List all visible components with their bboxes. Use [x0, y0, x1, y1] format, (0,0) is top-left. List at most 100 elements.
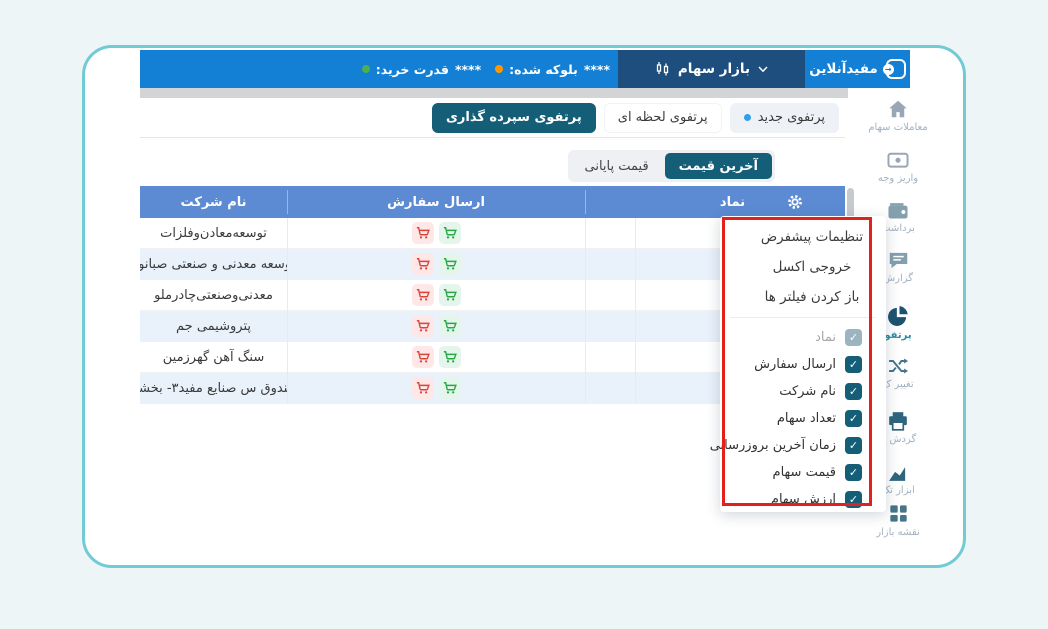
toggle-label: تعداد سهام — [776, 411, 836, 426]
tab-realtime-portfolio[interactable]: پرتفوی لحظه ای — [603, 102, 722, 133]
sidebar-item-deposit[interactable]: واریز وجه — [848, 151, 948, 184]
company-name-cell: صندوق س صنایع مفید۳- بخشی — [140, 380, 287, 396]
sidebar-item-reports[interactable]: گزارش — [848, 251, 948, 284]
tab-label: پرتفوی سپرده گذاری — [445, 110, 582, 125]
column-divider — [635, 218, 636, 404]
default-settings-menu-item[interactable]: تنظیمات پیشفرض — [760, 229, 864, 245]
buying-power-label: قدرت خرید: — [375, 61, 449, 77]
blocked-amount-label: بلوکه شده: — [509, 61, 578, 77]
toggle-label: ارسال سفارش — [754, 357, 836, 372]
sidebar-item-market-map[interactable]: نقشه بازار — [848, 503, 948, 538]
green-status-dot — [361, 65, 370, 73]
open-filters-menu-item[interactable]: باز کردن فیلتر ها — [764, 289, 860, 305]
sidebar-item-change-broker[interactable]: تغییر ک — [848, 356, 948, 390]
sidebar-item-stock-trades[interactable]: معاملات سهام — [848, 99, 948, 133]
toggle-share-value-column[interactable]: ارزش سهام — [720, 486, 886, 513]
tab-new-portfolio[interactable]: پرتفوی جدید — [729, 102, 839, 133]
tab-deposit-portfolio[interactable]: پرتفوی سپرده گذاری — [431, 102, 596, 133]
sidebar-item-label: پرتفو — [884, 330, 912, 341]
vertical-scrollbar[interactable] — [847, 188, 854, 226]
pie-chart-icon — [888, 306, 908, 326]
candlestick-icon — [656, 62, 669, 76]
toggle-share-price-column[interactable]: قیمت سهام — [720, 459, 886, 486]
toggle-company-name-column[interactable]: نام شرکت — [720, 378, 886, 405]
wallet-icon — [888, 203, 908, 219]
header-divider — [287, 190, 288, 214]
sell-cart-icon[interactable] — [411, 377, 434, 399]
sidebar-item-label: گردش ح — [879, 434, 917, 445]
table-row[interactable]: معدنی‌وصنعتی‌چادرملو — [140, 280, 845, 311]
toggle-last-update-column[interactable]: زمان آخرین بروزرسانی — [710, 432, 886, 459]
sell-cart-icon[interactable] — [411, 346, 434, 368]
sidebar-nav: معاملات سهام واریز وجه برداشت گزارش پرتف… — [848, 48, 948, 568]
portfolio-tabs: پرتفوی سپرده گذاری پرتفوی لحظه ای پرتفوی… — [140, 98, 845, 138]
order-actions-cell — [287, 280, 585, 310]
company-name-cell: معدنی‌وصنعتی‌چادرملو — [154, 287, 273, 303]
checkbox-checked[interactable] — [845, 356, 862, 373]
closing-price-button[interactable]: قیمت پایانی — [584, 158, 649, 174]
company-name-cell: توسعه‌معادن‌وفلزات — [160, 225, 267, 241]
market-menu[interactable]: بازار سهام — [618, 50, 805, 88]
header-company-name[interactable]: نام شرکت — [180, 194, 247, 210]
buy-cart-icon[interactable] — [438, 315, 461, 337]
table-row[interactable]: توسعه‌معادن‌وفلزات — [140, 218, 845, 249]
report-icon — [889, 252, 907, 269]
checkbox-checked[interactable] — [845, 410, 862, 427]
order-actions-cell — [287, 311, 585, 341]
buy-cart-icon[interactable] — [438, 222, 461, 244]
sell-cart-icon[interactable] — [411, 253, 434, 275]
company-name-cell: پتروشیمی جم — [176, 318, 251, 334]
excel-export-menu-item[interactable]: خروجی اکسل — [772, 259, 852, 275]
column-settings-gear-icon[interactable] — [787, 194, 803, 210]
chevron-down-icon — [758, 65, 768, 72]
table-row[interactable]: سنگ آهن گهرزمین — [140, 342, 845, 373]
order-actions-cell — [287, 249, 585, 279]
toolbar-strip — [140, 88, 848, 98]
sell-cart-icon[interactable] — [411, 315, 434, 337]
checkbox-checked[interactable] — [845, 491, 862, 508]
deposit-icon — [887, 152, 909, 168]
price-mode-toggle: قیمت پایانی آخرین قیمت — [567, 150, 775, 182]
blocked-amount-status: بلوکه شده: **** — [495, 62, 610, 77]
header-send-order[interactable]: ارسال سفارش — [387, 194, 485, 210]
chart-tools-icon — [889, 467, 906, 481]
checkbox-checked[interactable] — [845, 464, 862, 481]
column-divider — [287, 218, 288, 404]
toggle-label: زمان آخرین بروزرسانی — [709, 438, 836, 453]
shuffle-icon — [889, 358, 908, 374]
orange-status-dot — [495, 65, 504, 73]
buy-cart-icon[interactable] — [438, 377, 461, 399]
sidebar-item-label: نقشه بازار — [876, 527, 920, 538]
toggle-label: نام شرکت — [779, 384, 836, 399]
home-icon — [889, 100, 907, 118]
sidebar-item-technical-tools[interactable]: ابزار تک — [848, 463, 948, 496]
header-symbol[interactable]: نماد — [719, 194, 746, 210]
brand-name: مفیدآنلاین — [809, 61, 878, 77]
sell-cart-icon[interactable] — [411, 222, 434, 244]
sidebar-item-account-statement[interactable]: گردش ح — [848, 411, 948, 445]
tab-label: پرتفوی لحظه ای — [617, 110, 708, 125]
account-status-bar: قدرت خرید: **** بلوکه شده: **** — [140, 50, 618, 88]
sidebar-item-withdraw[interactable]: برداشت — [848, 201, 948, 234]
brand-header[interactable]: مفیدآنلاین — [805, 50, 910, 88]
checkbox-checked[interactable] — [845, 383, 862, 400]
header-divider — [585, 190, 586, 214]
top-bar: قدرت خرید: **** بلوکه شده: **** بازار سه… — [140, 50, 910, 88]
sidebar-item-label: تغییر ک — [882, 379, 914, 390]
toggle-share-count-column[interactable]: تعداد سهام — [720, 405, 886, 432]
sidebar-item-label: واریز وجه — [877, 173, 919, 184]
toggle-send-order-column[interactable]: ارسال سفارش — [720, 351, 886, 378]
checkbox-checked[interactable] — [845, 437, 862, 454]
sidebar-item-label: گزارش — [882, 273, 914, 284]
buy-cart-icon[interactable] — [438, 253, 461, 275]
sell-cart-icon[interactable] — [411, 284, 434, 306]
market-menu-label: بازار سهام — [677, 61, 751, 77]
toggle-label: قیمت سهام — [772, 465, 836, 480]
last-price-button[interactable]: آخرین قیمت — [664, 153, 772, 179]
sidebar-item-portfolio[interactable]: پرتفو — [848, 305, 948, 341]
buy-cart-icon[interactable] — [438, 284, 461, 306]
market-map-icon — [889, 505, 907, 522]
brand-logo-icon — [882, 59, 906, 79]
buy-cart-icon[interactable] — [438, 346, 461, 368]
